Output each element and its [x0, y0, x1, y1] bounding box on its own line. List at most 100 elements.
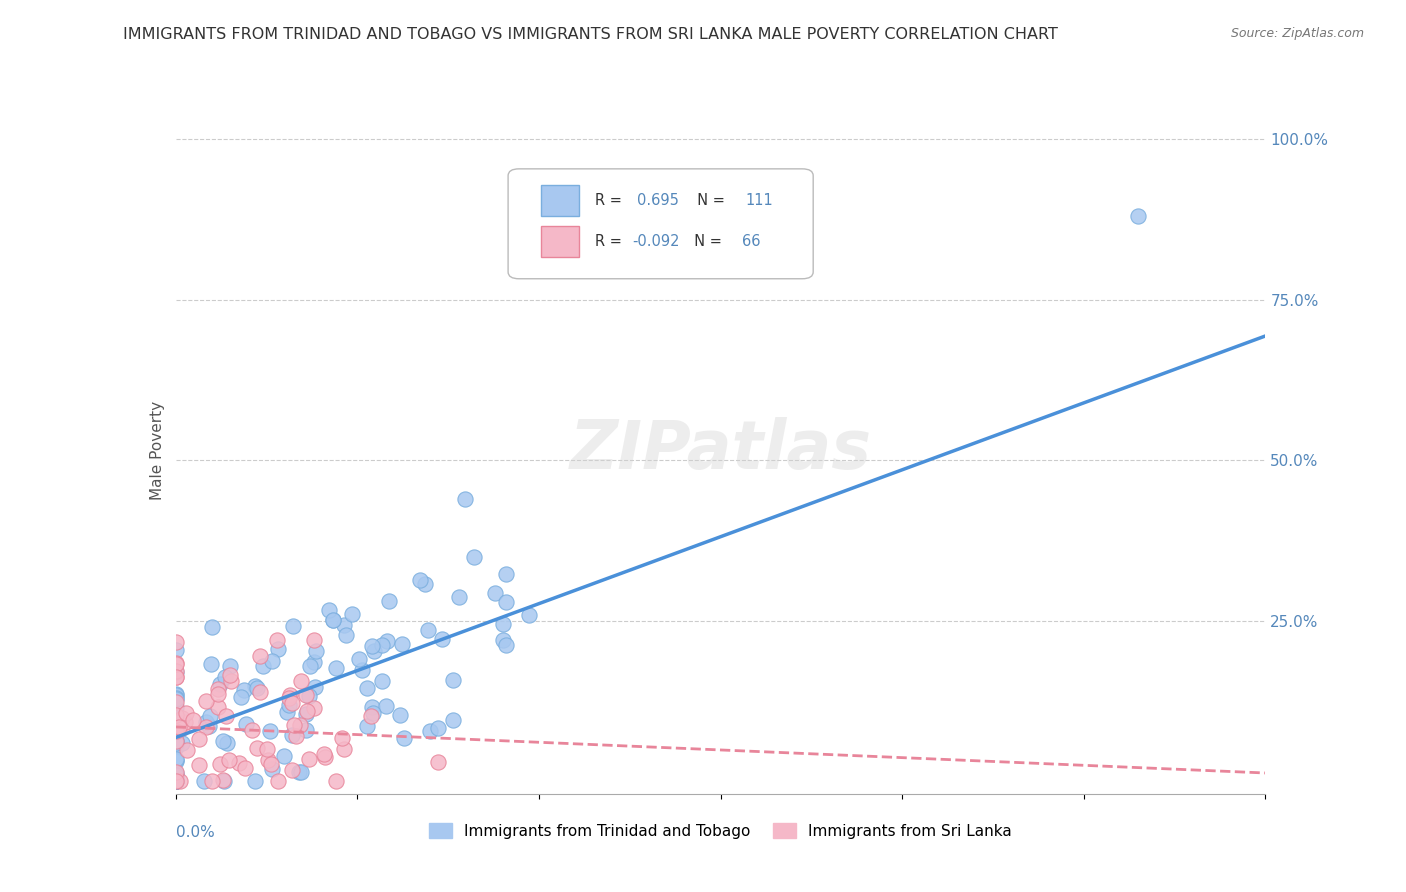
Point: [298, 752, 321, 766]
Point: [304, 680, 326, 694]
Point: [419, 723, 441, 738]
Point: [246, 741, 269, 756]
Point: [218, 753, 240, 767]
Point: [232, 682, 254, 697]
Point: [375, 633, 398, 648]
Point: [169, 774, 191, 789]
Point: [165, 722, 187, 736]
Point: [217, 736, 239, 750]
Point: [165, 642, 187, 657]
Point: [495, 595, 517, 609]
Point: [260, 762, 283, 776]
Point: [314, 749, 336, 764]
Point: [193, 774, 215, 789]
Point: [165, 695, 187, 709]
Point: [165, 664, 187, 678]
Text: Source: ZipAtlas.com: Source: ZipAtlas.com: [1230, 27, 1364, 40]
Point: [350, 664, 373, 678]
Point: [322, 613, 344, 627]
Point: [165, 691, 187, 706]
Text: IMMIGRANTS FROM TRINIDAD AND TOBAGO VS IMMIGRANTS FROM SRI LANKA MALE POVERTY CO: IMMIGRANTS FROM TRINIDAD AND TOBAGO VS I…: [124, 27, 1057, 42]
Point: [165, 657, 187, 672]
Point: [165, 721, 187, 735]
Point: [492, 633, 515, 648]
Point: [165, 774, 187, 789]
Point: [195, 694, 218, 708]
Point: [278, 698, 301, 713]
Point: [277, 691, 299, 706]
Point: [165, 754, 187, 768]
Point: [165, 765, 187, 780]
Point: [165, 734, 187, 748]
Point: [165, 752, 187, 766]
Point: [318, 602, 340, 616]
Point: [208, 677, 231, 691]
Point: [484, 586, 506, 600]
Point: [165, 734, 187, 748]
Point: [332, 731, 354, 745]
Point: [233, 761, 256, 775]
Point: [441, 713, 464, 727]
Point: [325, 661, 347, 675]
Text: 0.695: 0.695: [637, 193, 679, 208]
Point: [167, 720, 190, 734]
Point: [259, 723, 281, 738]
Point: [295, 704, 318, 718]
Point: [374, 699, 396, 714]
Point: [228, 756, 250, 770]
Point: [165, 688, 187, 702]
Point: [246, 681, 269, 695]
Point: [165, 774, 187, 789]
Point: [377, 594, 399, 608]
Point: [361, 639, 384, 653]
Point: [165, 670, 187, 684]
Point: [252, 658, 274, 673]
Point: [165, 740, 187, 755]
Point: [267, 642, 290, 657]
Point: [207, 687, 229, 701]
Point: [187, 731, 209, 746]
Point: [278, 689, 301, 703]
Point: [284, 729, 307, 743]
Point: [340, 607, 363, 621]
Point: [174, 714, 197, 729]
Point: [447, 590, 470, 604]
Y-axis label: Male Poverty: Male Poverty: [149, 401, 165, 500]
Point: [260, 756, 283, 771]
Point: [165, 687, 187, 701]
Point: [371, 674, 394, 689]
Point: [302, 633, 325, 648]
Point: [165, 718, 187, 732]
Point: [454, 491, 477, 506]
Point: [212, 733, 235, 747]
Point: [276, 705, 298, 719]
Point: [207, 700, 229, 714]
Point: [517, 607, 540, 622]
Point: [165, 723, 187, 738]
Point: [441, 673, 464, 687]
Point: [333, 741, 356, 756]
Point: [256, 753, 278, 767]
Point: [245, 774, 267, 789]
Point: [249, 685, 271, 699]
Point: [361, 700, 384, 714]
Point: [332, 617, 354, 632]
Point: [165, 774, 187, 789]
Point: [212, 774, 235, 789]
Point: [295, 688, 318, 702]
Text: N =: N =: [685, 235, 725, 250]
Point: [1128, 209, 1150, 223]
Point: [165, 767, 187, 781]
Point: [392, 731, 415, 745]
Point: [305, 644, 328, 658]
Point: [356, 681, 378, 696]
Point: [262, 654, 284, 668]
Point: [349, 652, 371, 666]
Point: [201, 774, 224, 789]
Point: [165, 766, 187, 780]
Point: [288, 765, 311, 780]
Point: [322, 613, 344, 627]
Point: [294, 706, 316, 721]
Point: [335, 628, 357, 642]
Point: [495, 638, 517, 652]
